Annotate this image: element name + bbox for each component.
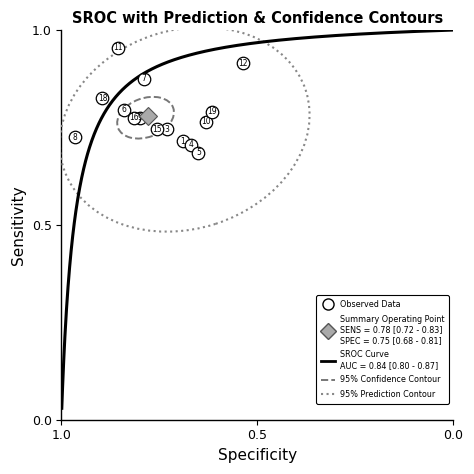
X-axis label: Specificity: Specificity (218, 448, 297, 463)
Text: 9: 9 (137, 113, 142, 122)
Text: 18: 18 (98, 94, 107, 103)
Text: 10: 10 (201, 117, 211, 126)
Text: 12: 12 (239, 59, 248, 68)
Text: 8: 8 (73, 133, 77, 142)
Text: 5: 5 (196, 148, 201, 157)
Text: 15: 15 (153, 125, 162, 134)
Text: 4: 4 (188, 140, 193, 149)
Text: 1: 1 (181, 137, 185, 146)
Legend: Observed Data, Summary Operating Point
SENS = 0.78 [0.72 - 0.83]
SPEC = 0.75 [0.: Observed Data, Summary Operating Point S… (316, 295, 449, 404)
Text: 19: 19 (207, 108, 217, 116)
Text: 16: 16 (129, 113, 138, 122)
Text: 11: 11 (113, 43, 123, 52)
Title: SROC with Prediction & Confidence Contours: SROC with Prediction & Confidence Contou… (72, 11, 443, 26)
Text: 6: 6 (122, 105, 127, 114)
Text: 7: 7 (141, 74, 146, 83)
Text: 3: 3 (164, 125, 170, 134)
Y-axis label: Sensitivity: Sensitivity (11, 185, 26, 264)
